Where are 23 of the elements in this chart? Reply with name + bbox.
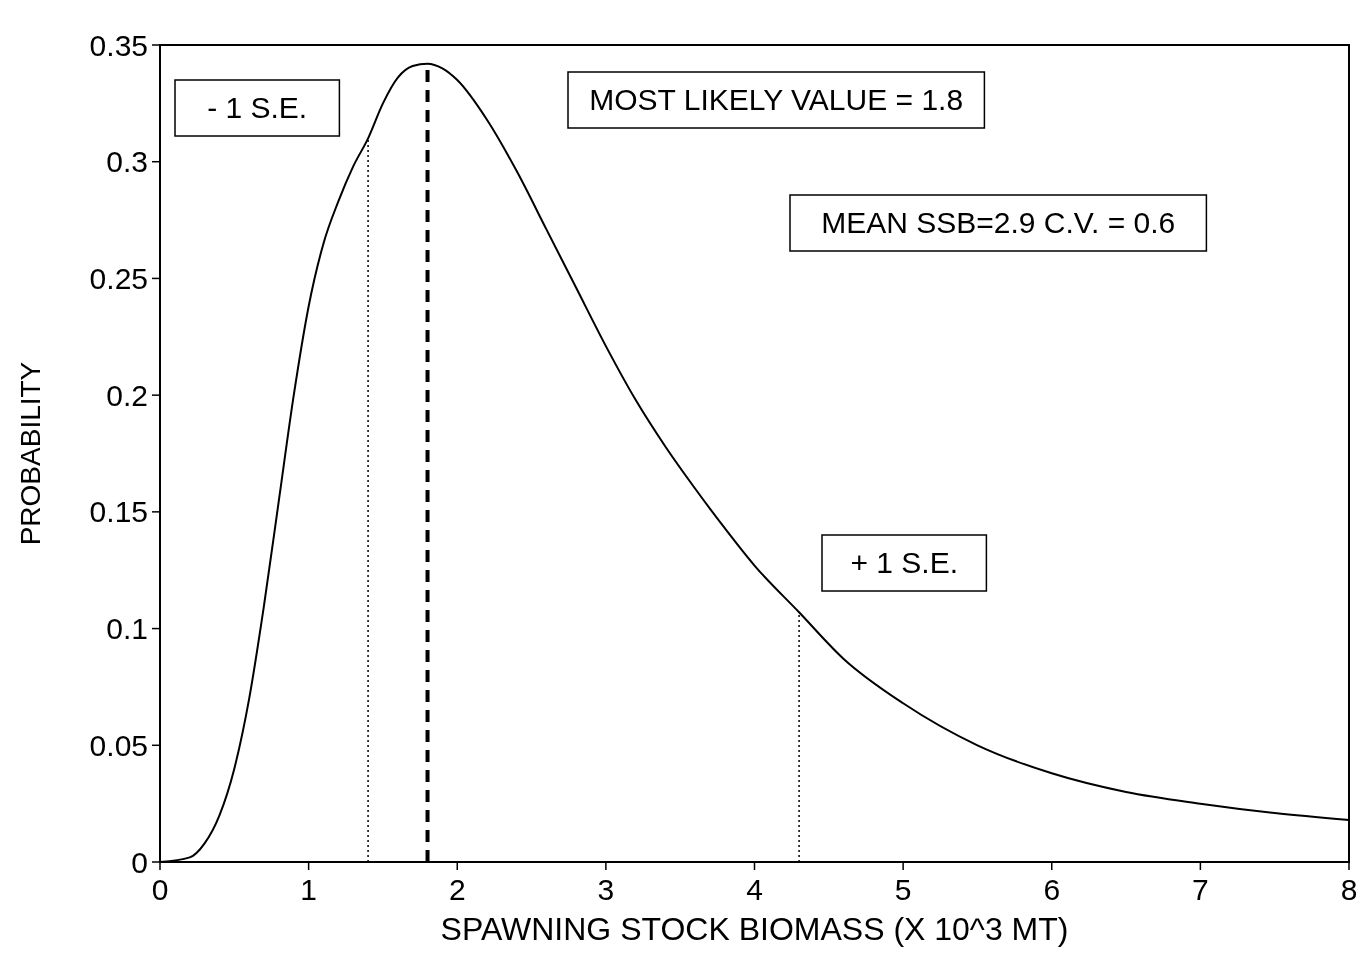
- x-tick-label: 2: [448, 873, 466, 906]
- x-tick-label: 6: [1043, 873, 1061, 906]
- annotation: MOST LIKELY VALUE = 1.8: [589, 83, 964, 116]
- y-tick-label: 0.35: [89, 28, 148, 62]
- x-tick-label: 4: [746, 873, 763, 906]
- x-tick-label: 3: [597, 873, 615, 906]
- y-tick-label: 0.15: [89, 495, 148, 529]
- x-tick-label: 0: [151, 873, 169, 906]
- y-tick-label: 0: [131, 845, 148, 879]
- y-tick-label: 0.3: [106, 145, 148, 179]
- y-tick-label: 0.25: [89, 261, 148, 295]
- x-axis-title: SPAWNING STOCK BIOMASS (X 10^3 MT): [440, 911, 1069, 947]
- y-tick-label: 0.1: [106, 612, 148, 646]
- ref-line-label: + 1 S.E.: [850, 546, 958, 579]
- annotation: MEAN SSB=2.9 C.V. = 0.6: [821, 206, 1176, 239]
- y-tick-label: 0.2: [106, 378, 148, 412]
- x-tick-label: 8: [1340, 873, 1358, 906]
- y-tick-label: 0.05: [89, 728, 148, 762]
- y-axis-title: PROBABILITY: [15, 361, 46, 546]
- x-tick-label: 1: [300, 873, 317, 906]
- x-tick-label: 5: [894, 873, 912, 906]
- x-tick-label: 7: [1192, 873, 1209, 906]
- ref-line-label: - 1 S.E.: [207, 91, 308, 124]
